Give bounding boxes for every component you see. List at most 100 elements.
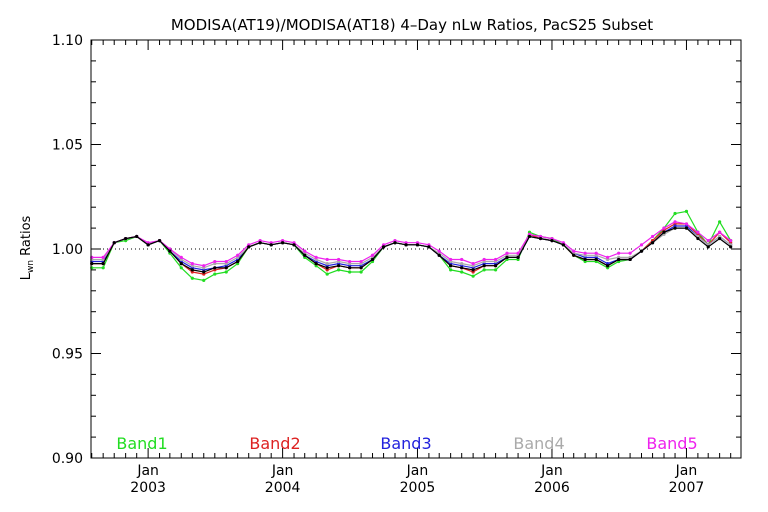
- x-tick-label-year: 2007: [669, 480, 705, 496]
- data-point: [617, 257, 621, 262]
- data-point: [325, 257, 329, 262]
- data-point: [258, 241, 262, 245]
- data-point: [224, 259, 228, 264]
- data-point: [404, 243, 408, 247]
- data-point: [639, 243, 644, 247]
- data-point: [606, 264, 610, 268]
- data-point: [146, 243, 150, 247]
- x-tick-label-month: Jan: [406, 463, 429, 479]
- data-point: [628, 257, 632, 262]
- data-point: [224, 270, 228, 274]
- data-point: [179, 262, 183, 266]
- data-point: [449, 268, 453, 272]
- y-tick-label: 1.00: [52, 242, 83, 258]
- data-point: [706, 245, 710, 249]
- y-axis-title-main: L: [19, 272, 34, 280]
- data-point: [493, 264, 498, 268]
- data-point: [594, 251, 598, 255]
- legend: Band1 Band2 Band3 Band4 Band5: [116, 434, 697, 453]
- data-point: [348, 270, 352, 274]
- legend-item-band1: Band1: [116, 434, 167, 453]
- data-point: [471, 262, 475, 266]
- data-point: [718, 230, 722, 234]
- chart-title: MODISA(AT19)/MODISA(AT18) 4–Day nLw Rati…: [171, 16, 653, 34]
- y-axis-title-subscript: wn: [26, 260, 36, 273]
- x-tick-label-year: 2005: [400, 480, 436, 496]
- data-point: [202, 264, 206, 268]
- data-point: [606, 255, 610, 259]
- data-point: [359, 270, 363, 274]
- legend-item-band4: Band4: [513, 434, 564, 453]
- data-point: [527, 234, 532, 239]
- data-point: [684, 222, 689, 226]
- series-line: [91, 227, 732, 269]
- data-point: [213, 272, 217, 276]
- data-point: [482, 257, 486, 262]
- data-point: [281, 241, 285, 245]
- data-point: [179, 255, 183, 259]
- data-point: [168, 249, 172, 253]
- data-point: [337, 257, 341, 262]
- data-point: [673, 211, 677, 216]
- data-point: [381, 245, 386, 249]
- x-tick-label-month: Jan: [675, 463, 698, 479]
- data-point: [538, 236, 543, 241]
- data-point: [292, 243, 296, 247]
- data-point: [190, 262, 194, 266]
- x-tick-label-year: 2004: [265, 480, 301, 496]
- data-point: [516, 255, 520, 259]
- data-point: [572, 253, 576, 257]
- data-point: [247, 245, 251, 249]
- data-point: [696, 230, 700, 234]
- data-point: [673, 220, 677, 224]
- data-point: [482, 268, 486, 272]
- data-point: [427, 245, 431, 249]
- data-point: [224, 266, 228, 270]
- x-tick-label-month: Jan: [271, 463, 294, 479]
- data-point: [471, 274, 475, 278]
- data-point: [314, 262, 318, 266]
- data-point: [460, 270, 464, 274]
- data-point: [269, 243, 273, 247]
- data-point: [572, 249, 576, 253]
- x-tick-label-year: 2006: [534, 480, 570, 496]
- data-point: [729, 239, 733, 243]
- data-point: [583, 257, 587, 262]
- series-band3: [90, 224, 733, 272]
- y-tick-label: 0.95: [52, 347, 83, 363]
- data-point: [370, 253, 375, 257]
- legend-item-band5: Band5: [646, 434, 697, 453]
- data-point: [190, 268, 194, 272]
- y-tick-label: 1.05: [52, 138, 83, 154]
- data-point: [202, 278, 206, 282]
- data-point: [696, 236, 700, 241]
- data-point: [628, 251, 632, 255]
- data-point: [482, 264, 486, 268]
- data-point: [639, 249, 644, 253]
- series-band4: [90, 226, 733, 270]
- data-point: [516, 251, 520, 255]
- data-point: [303, 253, 307, 257]
- legend-item-band2: Band2: [249, 434, 300, 453]
- data-point: [594, 257, 598, 262]
- data-point: [471, 268, 475, 272]
- series-band5: [90, 220, 733, 268]
- data-point: [190, 276, 194, 280]
- data-point: [561, 243, 565, 247]
- data-point: [124, 236, 128, 241]
- data-point: [729, 245, 733, 249]
- series-band1: [90, 209, 733, 282]
- data-point: [550, 239, 554, 243]
- y-tick-label: 1.10: [52, 33, 83, 49]
- data-point: [303, 249, 307, 253]
- data-point: [337, 264, 341, 268]
- x-tick-label-month: Jan: [136, 463, 159, 479]
- series-line: [91, 210, 732, 282]
- data-point: [706, 239, 710, 243]
- series-mean: [90, 226, 733, 274]
- data-point: [460, 262, 464, 266]
- y-axis-title: Lwn Ratios: [19, 215, 36, 280]
- data-point: [718, 236, 722, 241]
- data-point: [157, 239, 162, 243]
